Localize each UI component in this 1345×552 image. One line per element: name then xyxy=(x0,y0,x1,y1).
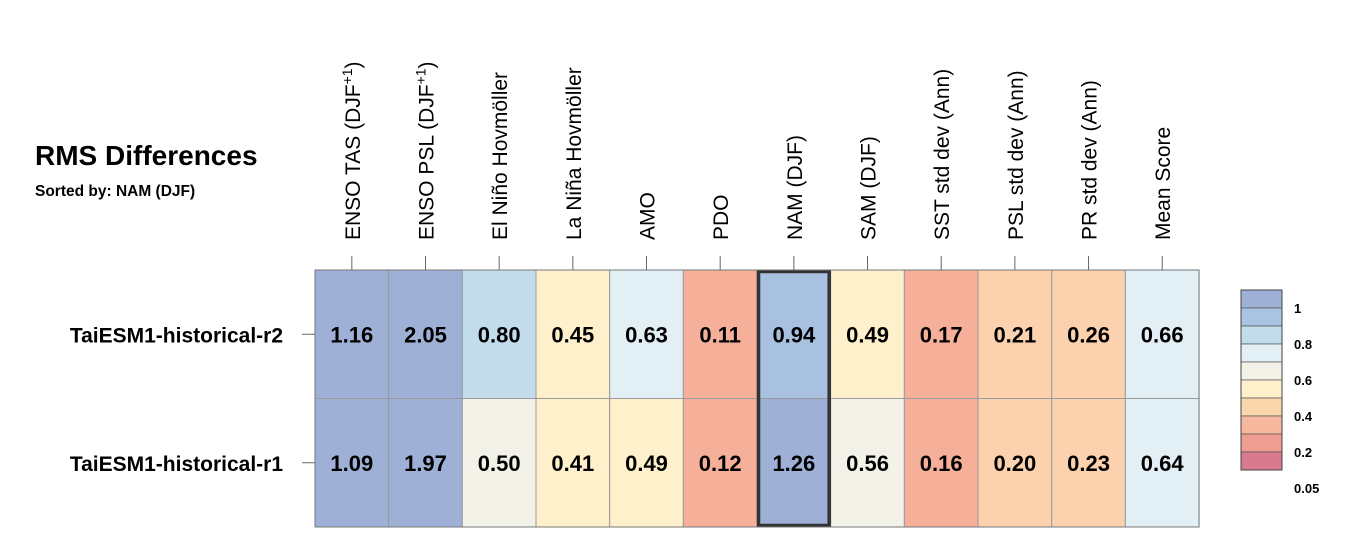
cell-value-label: 0.11 xyxy=(699,322,741,347)
chart-subtitle: Sorted by: NAM (DJF) xyxy=(35,183,196,200)
cell-value-label: 0.26 xyxy=(1067,322,1110,347)
heatmap-cell xyxy=(830,398,905,528)
cell-value-label: 0.80 xyxy=(478,322,521,347)
column-label: La Niña Hovmöller xyxy=(563,67,586,240)
cell-value-label: 0.41 xyxy=(551,451,594,476)
row-label: TaiESM1-historical-r2 xyxy=(70,324,283,347)
colorbar-label: 1 xyxy=(1294,301,1301,316)
cell-value-label: 1.97 xyxy=(404,451,447,476)
heatmap-cell xyxy=(388,398,463,528)
colorbar-swatch xyxy=(1240,397,1283,417)
cell-value-label: 1.09 xyxy=(330,451,373,476)
colorbar-swatch xyxy=(1240,379,1283,399)
heatmap-cell xyxy=(756,398,832,528)
colorbar-border xyxy=(1240,289,1283,471)
cell-value-label: 0.20 xyxy=(993,451,1036,476)
colorbar-label: 0.2 xyxy=(1294,445,1312,460)
cell-value-label: 2.05 xyxy=(404,322,447,347)
column-label: PR std dev (Ann) xyxy=(1079,80,1102,240)
colorbar-swatch xyxy=(1240,361,1283,381)
heatmap-cell xyxy=(461,398,537,528)
cell-value-label: 0.49 xyxy=(625,451,668,476)
cell-value-label: 0.63 xyxy=(625,322,668,347)
colorbar-label: 0.4 xyxy=(1294,409,1313,424)
cell-value-label: 0.23 xyxy=(1067,451,1110,476)
colorbar-label: 0.6 xyxy=(1294,373,1312,388)
sorted-column-highlight xyxy=(756,269,831,528)
heatmap-cell xyxy=(903,398,979,528)
cell-value-label: 0.45 xyxy=(551,322,594,347)
row-label: TaiESM1-historical-r1 xyxy=(70,453,283,476)
heatmap-cell xyxy=(756,269,832,399)
heatmap-cell xyxy=(609,398,684,528)
colorbar-swatch xyxy=(1240,307,1283,327)
cell-value-label: 0.66 xyxy=(1141,322,1184,347)
column-label: NAM (DJF) xyxy=(784,135,807,240)
column-label: ENSO TAS (DJF+1) xyxy=(339,61,365,240)
heatmap-cell xyxy=(314,269,390,399)
cell-value-label: 0.12 xyxy=(699,451,742,476)
cell-value-label: 0.56 xyxy=(846,451,889,476)
cell-value-label: 0.17 xyxy=(920,322,963,347)
colorbar-label: 0.8 xyxy=(1294,337,1312,352)
colorbar-swatch xyxy=(1240,289,1283,309)
heatmap-cell xyxy=(1051,398,1126,528)
column-label: El Niño Hovmöller xyxy=(489,72,512,240)
heatmap-cell xyxy=(535,398,611,528)
colorbar-label: 0.05 xyxy=(1294,481,1319,496)
colorbar-swatch xyxy=(1240,415,1283,435)
colorbar-swatch xyxy=(1240,325,1283,345)
cell-value-label: 1.16 xyxy=(330,322,373,347)
cell-value-label: 0.21 xyxy=(993,322,1036,347)
column-label: PSL std dev (Ann) xyxy=(1005,70,1028,240)
cell-value-label: 1.26 xyxy=(772,451,815,476)
heatmap-cell xyxy=(977,398,1053,528)
cell-value-label: 0.50 xyxy=(478,451,521,476)
cell-value-label: 0.49 xyxy=(846,322,889,347)
cell-value-label: 0.94 xyxy=(772,322,816,347)
heatmap-border xyxy=(314,269,1200,528)
column-label: AMO xyxy=(637,192,660,240)
heatmap-cell xyxy=(1051,269,1126,399)
cell-value-label: 0.64 xyxy=(1141,451,1185,476)
heatmap-cell xyxy=(977,269,1053,399)
heatmap-cell xyxy=(903,269,979,399)
cell-value-label: 0.16 xyxy=(920,451,963,476)
colorbar-swatch xyxy=(1240,343,1283,363)
colorbar-swatch xyxy=(1240,451,1283,471)
column-label: ENSO PSL (DJF+1) xyxy=(413,61,439,240)
column-label: SAM (DJF) xyxy=(858,136,881,240)
chart-title: RMS Differences xyxy=(35,140,258,171)
column-label: PDO xyxy=(710,194,733,240)
heatmap-cell xyxy=(314,398,390,528)
colorbar-swatch xyxy=(1240,433,1283,453)
column-label: SST std dev (Ann) xyxy=(931,69,954,240)
column-label: Mean Score xyxy=(1152,127,1175,240)
